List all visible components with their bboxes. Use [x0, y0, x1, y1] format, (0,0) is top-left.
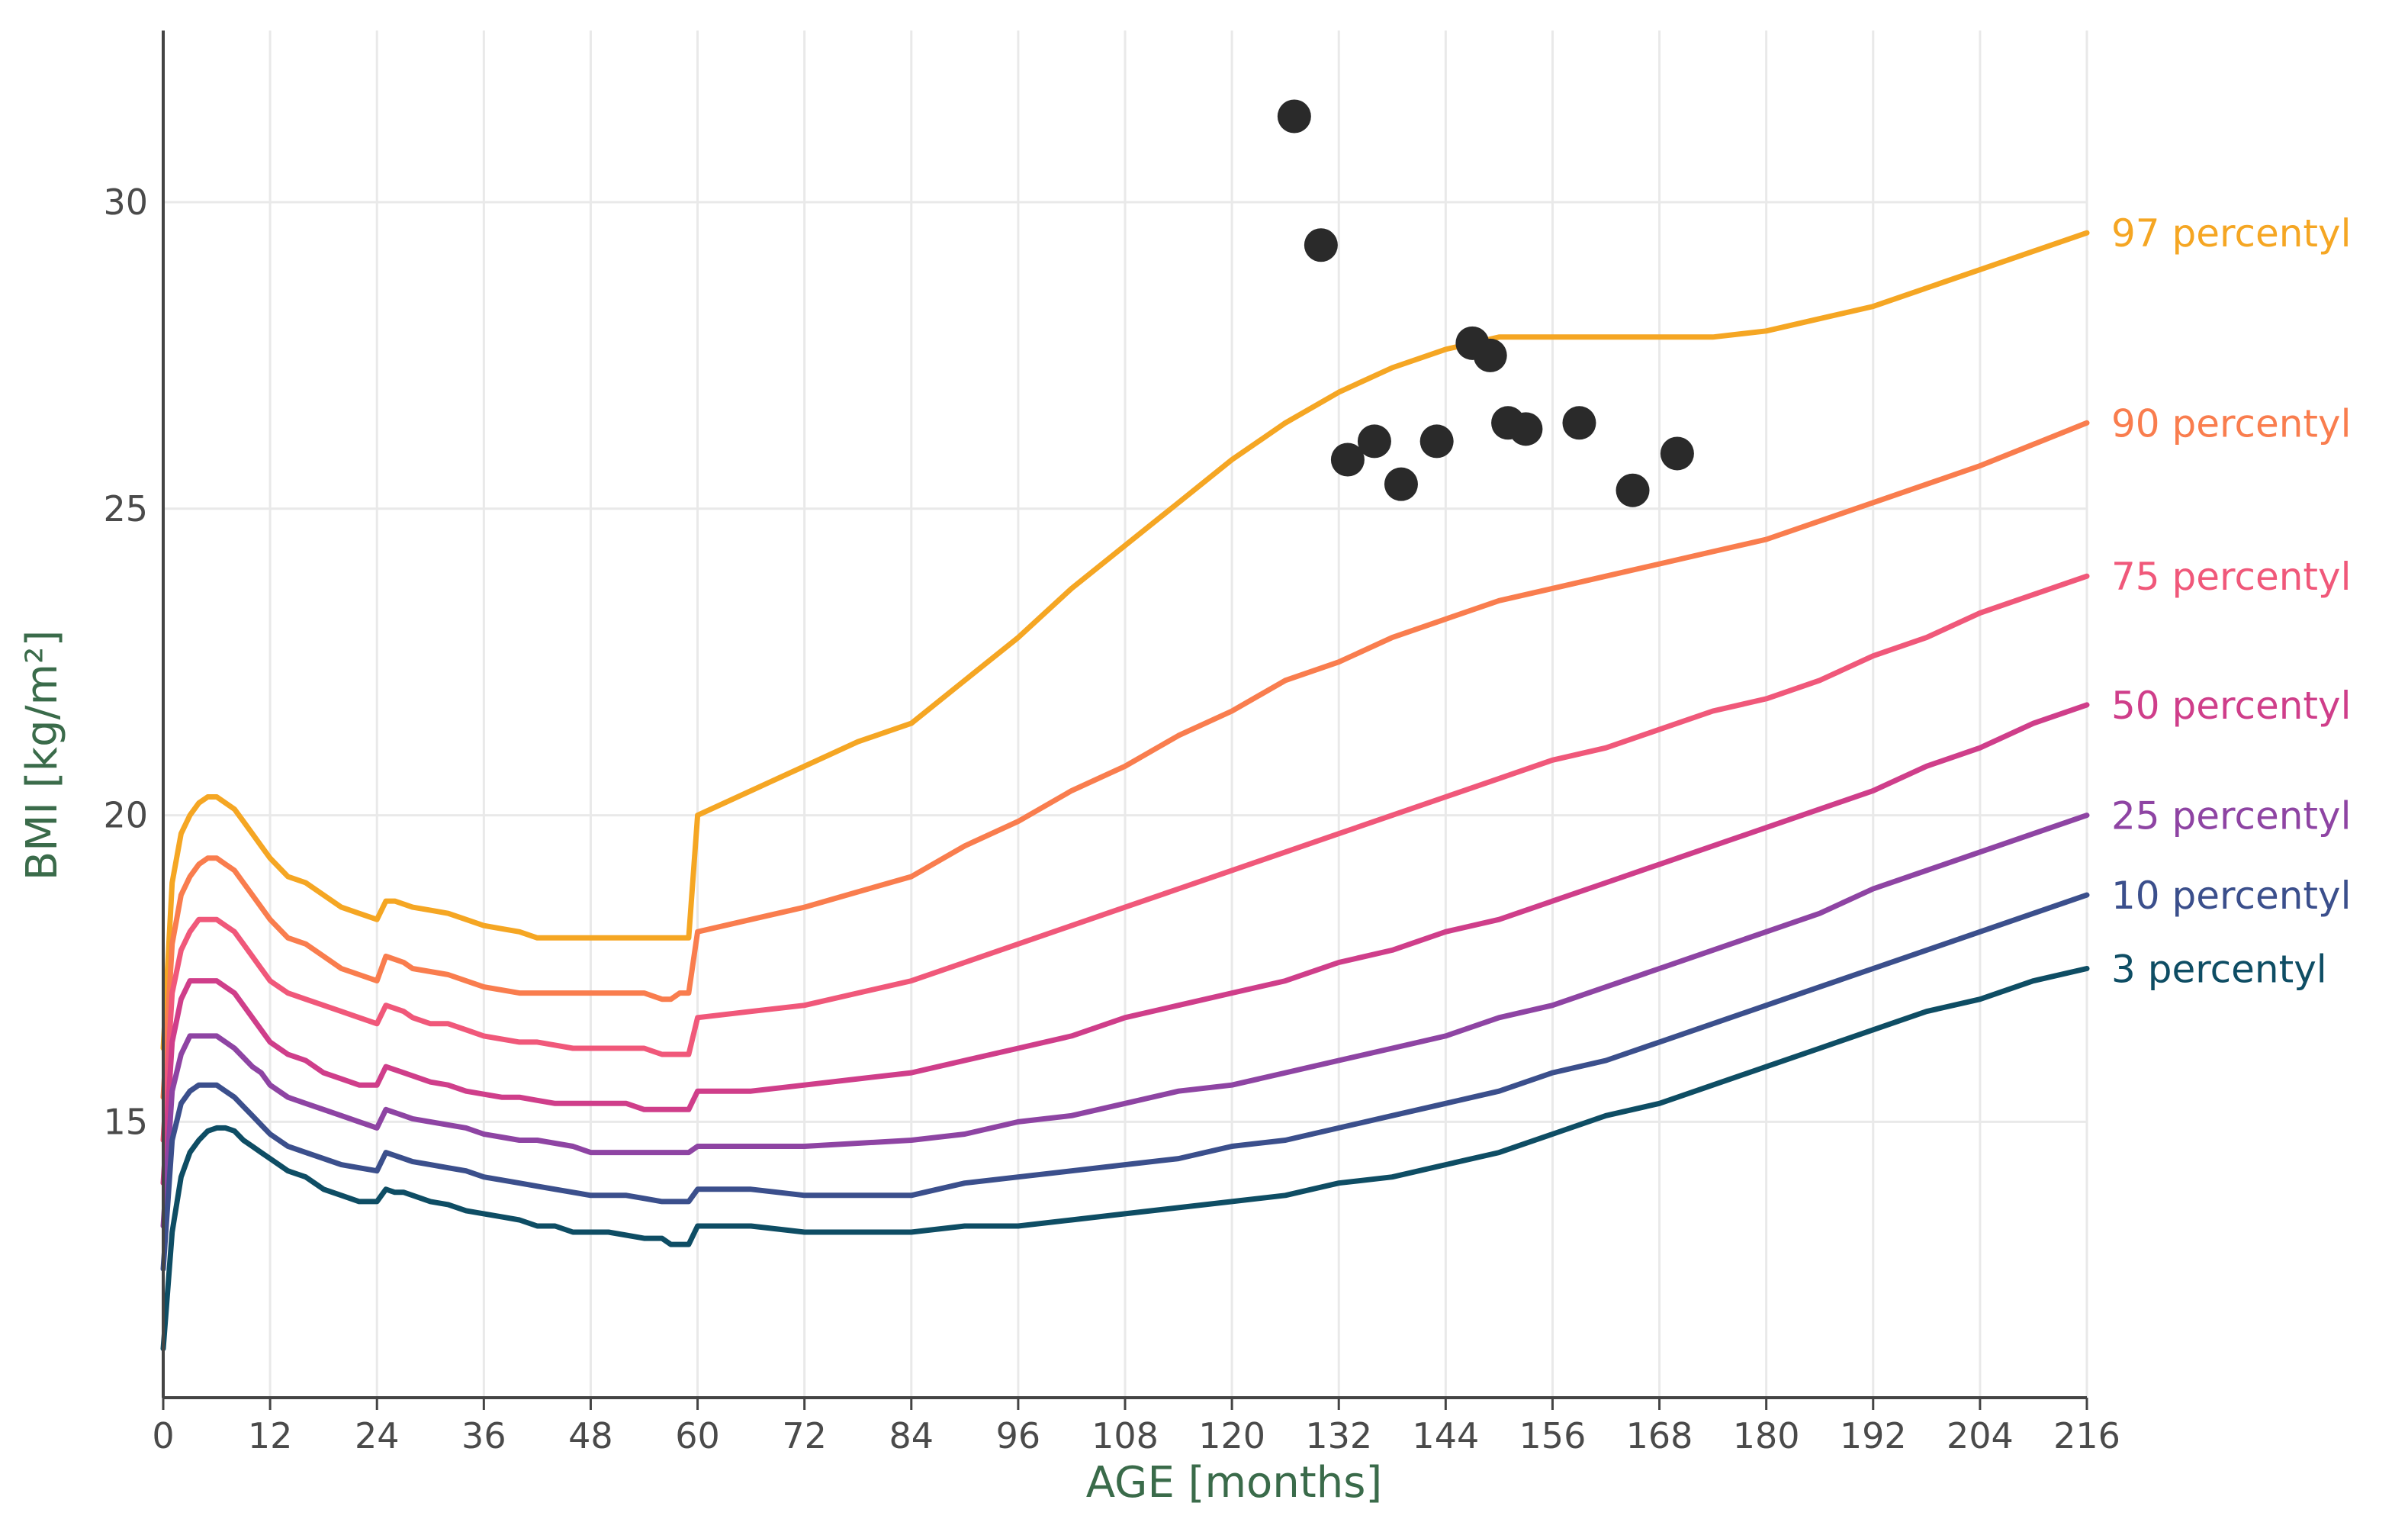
measurement-point	[1330, 443, 1365, 477]
x-tick-label: 96	[996, 1415, 1041, 1456]
y-tick-label: 15	[103, 1101, 148, 1142]
measurement-point	[1562, 406, 1596, 440]
x-tick-label: 204	[1947, 1415, 2014, 1456]
x-tick-label: 132	[1305, 1415, 1372, 1456]
series-label-90-percentile: 90 percentyl	[2111, 401, 2352, 446]
measurement-point	[1304, 228, 1338, 262]
x-axis-title: AGE [months]	[1086, 1458, 1383, 1508]
series-line-10-percentile	[160, 892, 2090, 1272]
x-tick-label: 60	[675, 1415, 720, 1456]
measurement-point	[1660, 436, 1694, 471]
x-tick-label: 36	[461, 1415, 506, 1456]
measurement-point	[1616, 473, 1650, 507]
x-tick-label: 168	[1626, 1415, 1693, 1456]
series-label-75-percentile: 75 percentyl	[2111, 555, 2352, 599]
series-label-25-percentile: 25 percentyl	[2111, 794, 2352, 838]
measurement-point	[1357, 424, 1391, 459]
series-line-25-percentile	[160, 813, 2090, 1229]
measurement-point	[1277, 99, 1311, 134]
y-tick-label: 25	[103, 488, 148, 529]
y-tick-label: 20	[103, 795, 148, 836]
x-tick-label: 120	[1198, 1415, 1265, 1456]
series-label-50-percentile: 50 percentyl	[2111, 684, 2352, 728]
percentile-lines	[160, 230, 2090, 1352]
x-tick-label: 72	[782, 1415, 827, 1456]
y-axis-ticks: 15 20 25 30	[103, 182, 148, 1142]
x-tick-label: 156	[1519, 1415, 1587, 1456]
x-tick-label: 108	[1091, 1415, 1159, 1456]
grid-lines	[162, 31, 2088, 1398]
x-axis-ticks: 0 12 24 36 48 60 72 84 96 108 120 132 144 156 168 180 19…	[152, 1398, 2120, 1456]
x-tick-label: 144	[1412, 1415, 1479, 1456]
series-line-3-percentile	[160, 966, 2090, 1352]
measurement-point	[1473, 338, 1507, 372]
x-tick-label: 84	[889, 1415, 934, 1456]
measurement-point	[1384, 467, 1418, 501]
y-tick-label: 30	[103, 182, 148, 223]
x-tick-label: 12	[248, 1415, 293, 1456]
x-tick-label: 48	[568, 1415, 613, 1456]
measurement-point	[1419, 424, 1454, 459]
y-axis-title: BMI [kg/m²]	[18, 630, 67, 881]
series-label-97-percentile: 97 percentyl	[2111, 211, 2352, 256]
series-label-10-percentile: 10 percentyl	[2111, 874, 2352, 918]
series-line-75-percentile	[160, 573, 2090, 1143]
x-tick-label: 180	[1733, 1415, 1800, 1456]
series-label-3-percentile: 3 percentyl	[2111, 947, 2327, 991]
x-tick-label: 192	[1840, 1415, 1907, 1456]
series-line-50-percentile	[160, 702, 2090, 1186]
x-tick-label: 216	[2053, 1415, 2120, 1456]
series-line-90-percentile	[160, 420, 2090, 1100]
x-tick-label: 24	[355, 1415, 400, 1456]
x-tick-label: 0	[152, 1415, 174, 1456]
series-line-97-percentile	[160, 230, 2090, 1051]
percentile-labels: 97 percentyl 90 percentyl 75 percentyl 50 p…	[2111, 211, 2352, 991]
measurement-points	[1277, 99, 1694, 507]
measurement-point	[1509, 412, 1543, 446]
